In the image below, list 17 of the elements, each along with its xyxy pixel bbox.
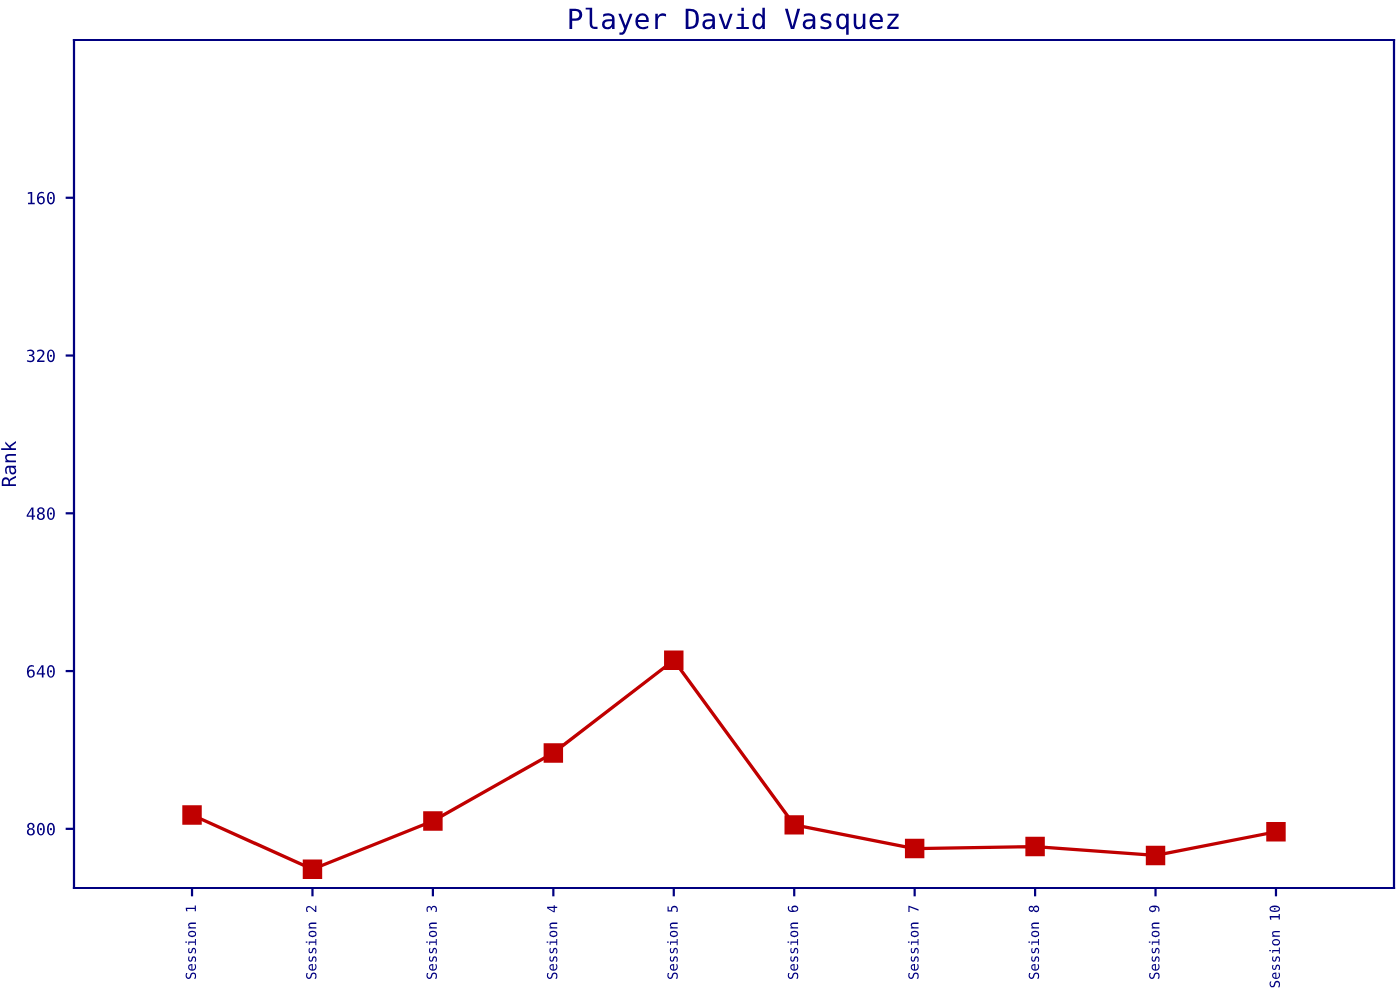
point (1266, 822, 1286, 842)
chart-title: Player David Vasquez (569, 7, 899, 35)
point (423, 811, 443, 831)
point (302, 859, 323, 879)
y-tick-label: 320 (26, 349, 55, 363)
y-tick-label: 640 (26, 665, 55, 678)
y-tick-label: 160 (27, 191, 55, 205)
point (543, 743, 564, 763)
point (182, 805, 202, 825)
point (904, 838, 925, 859)
y-tick-label: 480 (26, 507, 55, 520)
point (784, 815, 804, 835)
y-axis-title: Rank (1, 440, 17, 487)
point (1025, 836, 1045, 857)
point (664, 650, 684, 670)
point (1145, 845, 1166, 866)
y-tick-label: 800 (26, 822, 55, 836)
